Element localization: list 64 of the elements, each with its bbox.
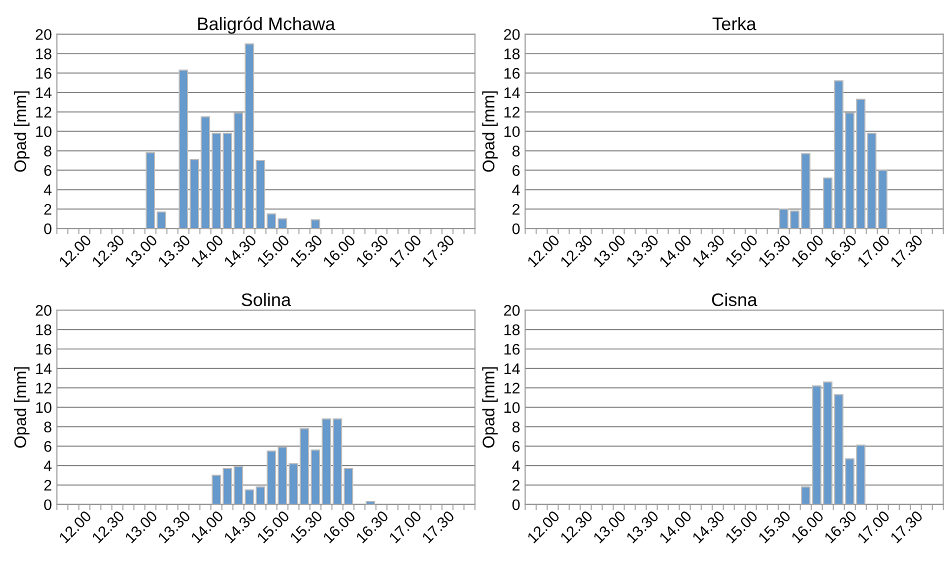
y-tick-label: 20 [504,29,520,40]
bar [288,463,298,504]
y-tick-label: 20 [36,29,52,40]
y-tick-label: 4 [512,460,520,472]
y-tick-label: 18 [504,324,520,336]
chart-title: Baligród Mchawa [198,16,336,34]
bar [300,428,310,504]
y-tick-label: 14 [504,363,520,374]
y-tick-label: 14 [36,363,52,374]
chart-title: Cisna [712,292,758,306]
y-tick-label: 12 [36,382,52,394]
y-tick-label: 18 [504,48,520,60]
y-tick-label: 4 [512,184,520,196]
y-axis-title: Opad [mm] [14,367,30,448]
y-tick-label: 6 [512,165,520,176]
y-tick-label: 8 [44,146,52,156]
y-tick-label: 16 [36,68,52,79]
bar [266,213,276,229]
y-tick-label: 2 [44,204,52,215]
bar [278,446,288,504]
y-tick-label: 0 [512,223,520,234]
y-tick-label: 8 [44,422,52,432]
bar [266,450,276,504]
y-tick-label: 12 [504,382,520,394]
y-tick-label: 2 [512,480,520,491]
y-tick-label: 2 [512,204,520,215]
y-tick-label: 6 [44,441,52,452]
y-tick-label: 16 [504,344,520,355]
y-tick-label: 6 [512,441,520,452]
y-tick-label: 16 [36,344,52,355]
y-axis-title: Opad [mm] [14,91,30,172]
bar [366,500,376,504]
bar [332,418,342,504]
y-tick-label: 14 [504,88,520,98]
y-tick-label: 18 [36,48,52,60]
y-tick-label: 14 [36,88,52,98]
bar [322,418,332,504]
chart-title: Solina [242,292,292,306]
y-tick-label: 0 [512,499,520,510]
y-tick-label: 8 [512,422,520,432]
y-tick-label: 2 [44,480,52,491]
bar [344,468,354,504]
chart-title: Terka [712,16,756,30]
y-tick-label: 8 [512,146,520,156]
y-axis-title: Opad [mm] [482,91,498,172]
y-tick-label: 0 [44,499,52,510]
y-tick-label: 10 [504,126,520,138]
bar [278,218,288,229]
y-tick-label: 10 [36,402,52,413]
y-tick-label: 10 [504,402,520,413]
y-tick-label: 16 [504,68,520,79]
y-tick-label: 4 [44,184,52,196]
bar [310,449,320,504]
y-tick-label: 4 [44,460,52,472]
y-axis-title: Opad [mm] [482,367,498,448]
y-tick-label: 20 [36,305,52,316]
y-tick-label: 6 [44,165,52,176]
y-tick-label: 12 [504,106,520,118]
y-tick-label: 20 [504,305,520,316]
bar [310,219,320,229]
y-tick-label: 0 [44,223,52,234]
y-tick-label: 18 [36,324,52,336]
y-tick-label: 10 [36,126,52,138]
y-tick-label: 12 [36,106,52,118]
